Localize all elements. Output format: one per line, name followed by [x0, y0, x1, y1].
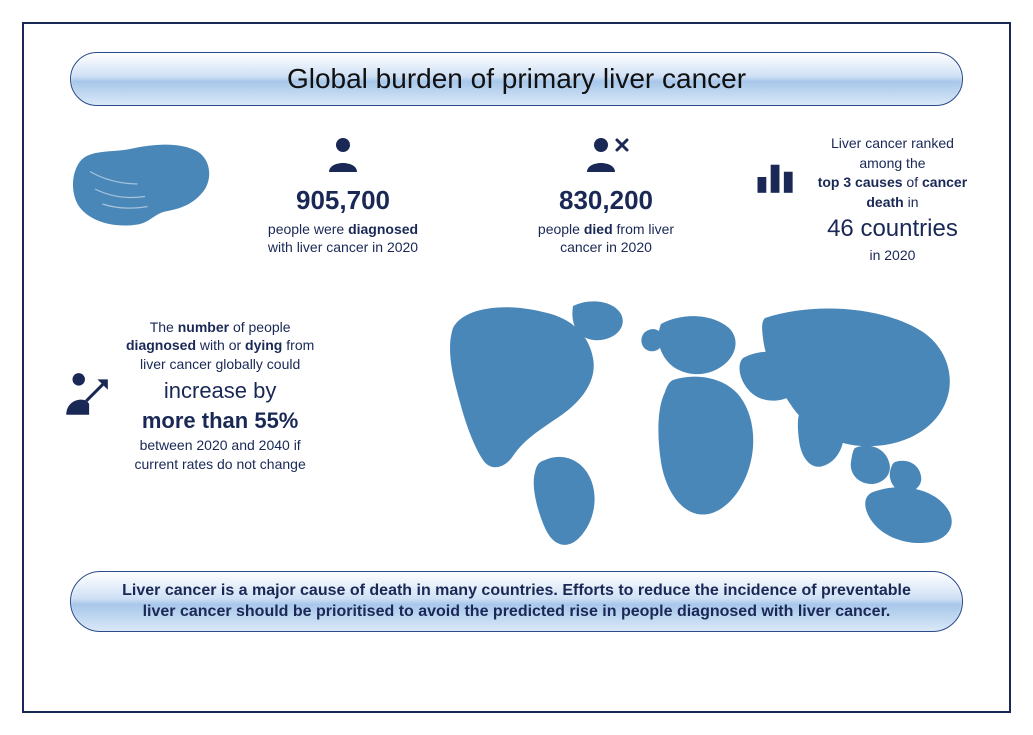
stats-row: 905,700 people were diagnosed with liver…	[60, 134, 973, 266]
diagnosed-caption: people were diagnosed with liver cancer …	[238, 220, 448, 256]
died-caption: people died from liver cancer in 2020	[496, 220, 716, 256]
person-icon	[323, 134, 363, 174]
rank-value: 46 countries	[812, 212, 973, 246]
diagnosed-value: 905,700	[238, 185, 448, 216]
world-map-icon	[390, 288, 973, 553]
stat-diagnosed: 905,700 people were diagnosed with liver…	[238, 134, 448, 256]
infographic-frame: Global burden of primary liver cancer 90…	[22, 22, 1011, 713]
bar-chart-icon	[754, 154, 798, 200]
title-pill: Global burden of primary liver cancer	[70, 52, 963, 106]
person-x-icon	[581, 134, 631, 174]
person-arrow-icon	[60, 369, 112, 421]
liver-icon	[60, 134, 220, 239]
stat-increase: The number of people diagnosed with or d…	[60, 318, 380, 474]
rank-caption: Liver cancer ranked among the top 3 caus…	[812, 134, 973, 266]
died-value: 830,200	[496, 185, 716, 216]
title-text: Global burden of primary liver cancer	[287, 63, 746, 94]
footer-pill: Liver cancer is a major cause of death i…	[70, 571, 963, 632]
middle-row: The number of people diagnosed with or d…	[60, 288, 973, 553]
footer-text: Liver cancer is a major cause of death i…	[122, 582, 911, 621]
stat-rank: Liver cancer ranked among the top 3 caus…	[734, 134, 973, 266]
stat-died: 830,200 people died from liver cancer in…	[496, 134, 716, 256]
increase-caption: The number of people diagnosed with or d…	[126, 318, 314, 474]
